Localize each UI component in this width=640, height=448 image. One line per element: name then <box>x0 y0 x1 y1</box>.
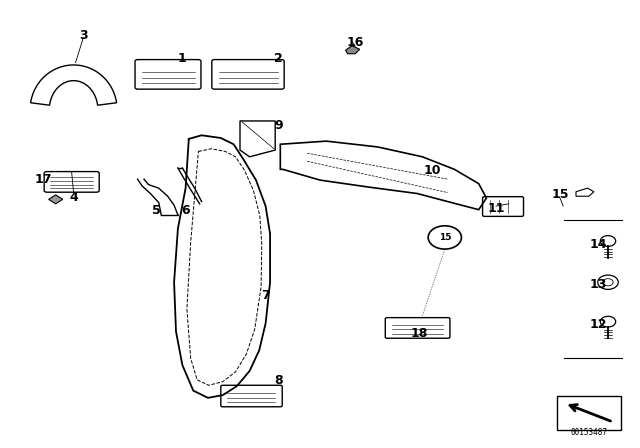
Polygon shape <box>346 46 360 54</box>
Text: 17: 17 <box>35 172 52 186</box>
Text: 10: 10 <box>423 164 441 177</box>
Text: 15: 15 <box>438 233 451 242</box>
Text: 15: 15 <box>551 188 569 202</box>
Text: 4: 4 <box>69 190 78 204</box>
Text: 8: 8 <box>274 374 283 388</box>
Polygon shape <box>49 195 63 204</box>
Text: 14: 14 <box>589 237 607 251</box>
Text: 3: 3 <box>79 29 88 43</box>
Text: 6: 6 <box>181 204 190 217</box>
Text: 7: 7 <box>261 289 270 302</box>
Text: 16: 16 <box>346 36 364 49</box>
Text: 2: 2 <box>274 52 283 65</box>
Text: 5: 5 <box>152 204 161 217</box>
Text: 00153487: 00153487 <box>570 428 607 437</box>
Bar <box>557 396 621 430</box>
Text: 9: 9 <box>274 119 283 132</box>
Text: 1: 1 <box>178 52 187 65</box>
Text: 11: 11 <box>487 202 505 215</box>
Text: 13: 13 <box>589 278 607 291</box>
Text: 12: 12 <box>589 318 607 332</box>
Text: 18: 18 <box>410 327 428 340</box>
